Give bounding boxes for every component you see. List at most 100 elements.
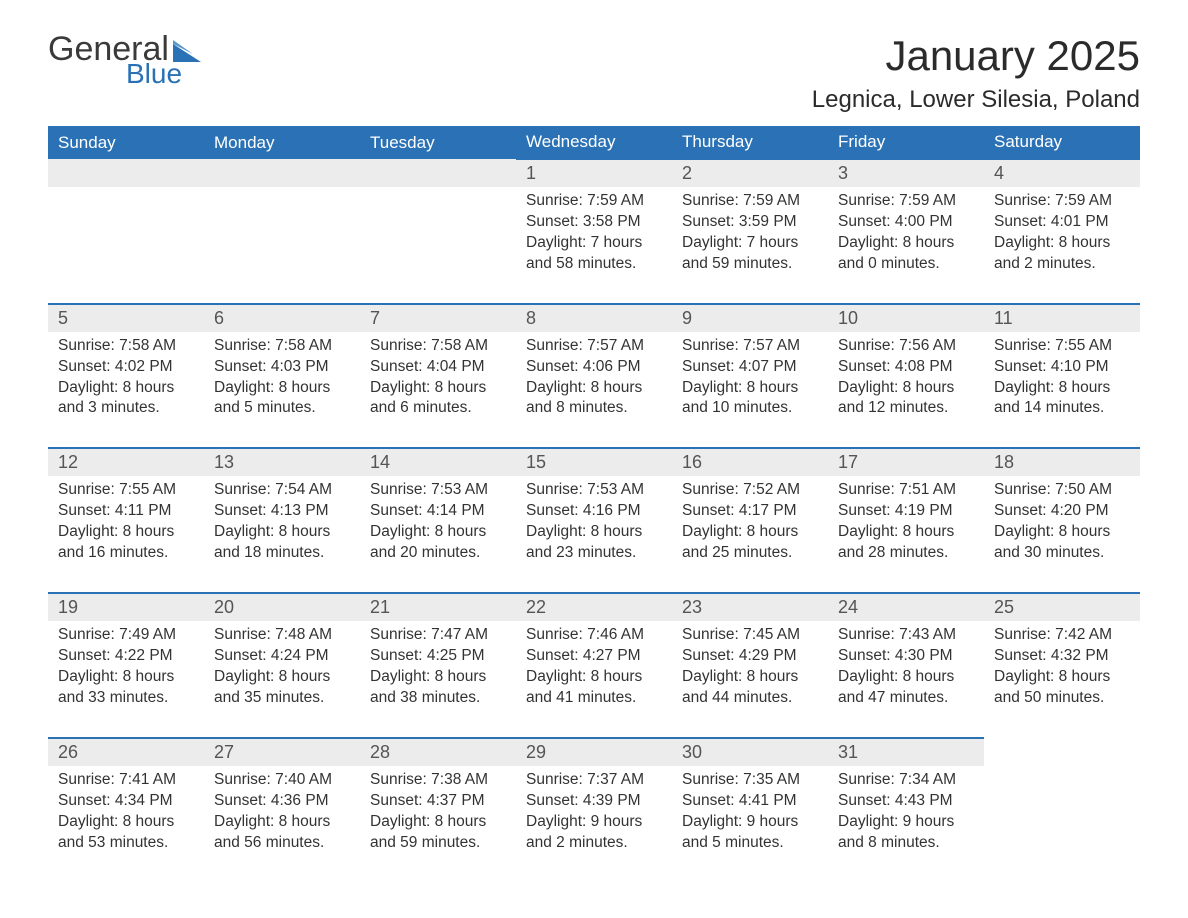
sunset-text: Sunset: 4:27 PM [526,646,662,667]
daylight-text-2: and 56 minutes. [214,833,350,854]
day-number: 5 [48,305,204,332]
day-cell: Sunrise: 7:49 AMSunset: 4:22 PMDaylight:… [48,621,204,738]
sunset-text: Sunset: 4:01 PM [994,212,1130,233]
daylight-text-1: Daylight: 8 hours [526,522,662,543]
day-cell: Sunrise: 7:37 AMSunset: 4:39 PMDaylight:… [516,766,672,882]
daylight-text-1: Daylight: 8 hours [370,378,506,399]
daylight-text-2: and 58 minutes. [526,254,662,275]
sunset-text: Sunset: 4:25 PM [370,646,506,667]
logo-word-blue: Blue [126,60,201,88]
sunrise-text: Sunrise: 7:45 AM [682,625,818,646]
sunset-text: Sunset: 4:11 PM [58,501,194,522]
daylight-text-1: Daylight: 8 hours [994,522,1130,543]
day-cell: Sunrise: 7:38 AMSunset: 4:37 PMDaylight:… [360,766,516,882]
daylight-text-2: and 20 minutes. [370,543,506,564]
daylight-text-2: and 30 minutes. [994,543,1130,564]
daylight-text-2: and 8 minutes. [526,398,662,419]
sunrise-text: Sunrise: 7:51 AM [838,480,974,501]
daylight-text-2: and 41 minutes. [526,688,662,709]
daylight-text-2: and 35 minutes. [214,688,350,709]
sunset-text: Sunset: 4:29 PM [682,646,818,667]
day-number: 15 [516,449,672,476]
week-content-row: Sunrise: 7:49 AMSunset: 4:22 PMDaylight:… [48,621,1140,738]
col-header: Tuesday [360,126,516,159]
day-cell: Sunrise: 7:40 AMSunset: 4:36 PMDaylight:… [204,766,360,882]
daylight-text-2: and 0 minutes. [838,254,974,275]
day-cell: Sunrise: 7:58 AMSunset: 4:03 PMDaylight:… [204,332,360,449]
week-content-row: Sunrise: 7:41 AMSunset: 4:34 PMDaylight:… [48,766,1140,882]
day-cell: Sunrise: 7:35 AMSunset: 4:41 PMDaylight:… [672,766,828,882]
day-number: 8 [516,305,672,332]
sunset-text: Sunset: 4:36 PM [214,791,350,812]
col-header: Saturday [984,126,1140,159]
daylight-text-2: and 25 minutes. [682,543,818,564]
sunrise-text: Sunrise: 7:49 AM [58,625,194,646]
day-cell: Sunrise: 7:59 AMSunset: 3:58 PMDaylight:… [516,187,672,304]
sunset-text: Sunset: 4:08 PM [838,357,974,378]
day-cell: Sunrise: 7:46 AMSunset: 4:27 PMDaylight:… [516,621,672,738]
day-number: 29 [516,739,672,766]
day-cell: Sunrise: 7:57 AMSunset: 4:07 PMDaylight:… [672,332,828,449]
sunset-text: Sunset: 4:39 PM [526,791,662,812]
daylight-text-2: and 2 minutes. [526,833,662,854]
sunset-text: Sunset: 4:04 PM [370,357,506,378]
title-block: January 2025 Legnica, Lower Silesia, Pol… [812,32,1140,114]
sunset-text: Sunset: 4:17 PM [682,501,818,522]
sunset-text: Sunset: 4:24 PM [214,646,350,667]
sunset-text: Sunset: 4:19 PM [838,501,974,522]
sunrise-text: Sunrise: 7:35 AM [682,770,818,791]
day-cell: Sunrise: 7:55 AMSunset: 4:10 PMDaylight:… [984,332,1140,449]
daylight-text-2: and 16 minutes. [58,543,194,564]
daylight-text-1: Daylight: 8 hours [214,522,350,543]
daylight-text-2: and 12 minutes. [838,398,974,419]
day-cell: Sunrise: 7:48 AMSunset: 4:24 PMDaylight:… [204,621,360,738]
day-header-row: Sunday Monday Tuesday Wednesday Thursday… [48,126,1140,159]
sunrise-text: Sunrise: 7:59 AM [838,191,974,212]
sunrise-text: Sunrise: 7:43 AM [838,625,974,646]
week-daynum-row: 1234 [48,159,1140,187]
day-number: 28 [360,739,516,766]
day-number: 10 [828,305,984,332]
sunrise-text: Sunrise: 7:48 AM [214,625,350,646]
day-number: 20 [204,594,360,621]
daylight-text-1: Daylight: 8 hours [994,233,1130,254]
day-number: 31 [828,739,984,766]
sunset-text: Sunset: 4:43 PM [838,791,974,812]
day-number: 25 [984,594,1140,621]
sunrise-text: Sunrise: 7:58 AM [214,336,350,357]
sunrise-text: Sunrise: 7:55 AM [58,480,194,501]
col-header: Sunday [48,126,204,159]
sunrise-text: Sunrise: 7:59 AM [682,191,818,212]
sunset-text: Sunset: 4:16 PM [526,501,662,522]
sunset-text: Sunset: 3:58 PM [526,212,662,233]
day-number: 16 [672,449,828,476]
sunset-text: Sunset: 4:30 PM [838,646,974,667]
day-cell: Sunrise: 7:59 AMSunset: 4:00 PMDaylight:… [828,187,984,304]
day-cell: Sunrise: 7:58 AMSunset: 4:04 PMDaylight:… [360,332,516,449]
sunset-text: Sunset: 3:59 PM [682,212,818,233]
daylight-text-2: and 5 minutes. [214,398,350,419]
page-title: January 2025 [812,32,1140,80]
day-cell: Sunrise: 7:34 AMSunset: 4:43 PMDaylight:… [828,766,984,882]
daylight-text-2: and 47 minutes. [838,688,974,709]
day-number: 3 [828,160,984,187]
daylight-text-1: Daylight: 8 hours [682,378,818,399]
sunrise-text: Sunrise: 7:41 AM [58,770,194,791]
day-number: 27 [204,739,360,766]
daylight-text-2: and 23 minutes. [526,543,662,564]
daylight-text-1: Daylight: 9 hours [682,812,818,833]
day-cell: Sunrise: 7:47 AMSunset: 4:25 PMDaylight:… [360,621,516,738]
daylight-text-2: and 5 minutes. [682,833,818,854]
sunset-text: Sunset: 4:07 PM [682,357,818,378]
day-cell: Sunrise: 7:53 AMSunset: 4:14 PMDaylight:… [360,476,516,593]
daylight-text-1: Daylight: 8 hours [526,667,662,688]
logo: General Blue [48,32,201,88]
sunrise-text: Sunrise: 7:46 AM [526,625,662,646]
daylight-text-1: Daylight: 8 hours [58,378,194,399]
week-daynum-row: 19202122232425 [48,593,1140,621]
sunrise-text: Sunrise: 7:54 AM [214,480,350,501]
sunrise-text: Sunrise: 7:42 AM [994,625,1130,646]
sunset-text: Sunset: 4:32 PM [994,646,1130,667]
day-cell: Sunrise: 7:51 AMSunset: 4:19 PMDaylight:… [828,476,984,593]
sunset-text: Sunset: 4:20 PM [994,501,1130,522]
